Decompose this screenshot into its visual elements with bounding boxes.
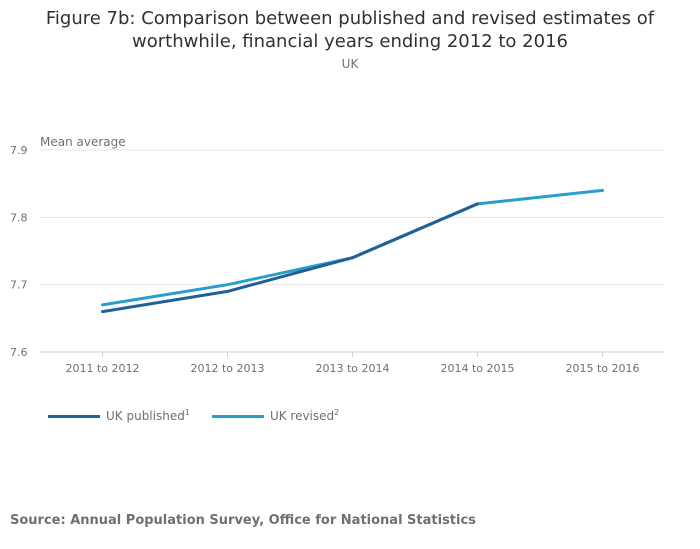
chart-title-line-2: worthwhile, financial years ending 2012 … <box>132 31 568 52</box>
legend-swatch-revised <box>211 414 264 418</box>
chart-title-line-1: Figure 7b: Comparison between published … <box>45 8 655 29</box>
legend-item-revised[interactable]: UK revised2 <box>211 408 340 423</box>
x-tick-label-4: 2015 to 2016 <box>565 362 639 375</box>
x-tick-label-1: 2012 to 2013 <box>190 362 264 375</box>
legend-footnote-published: 1 <box>184 408 190 417</box>
chart-subtitle: UK <box>341 57 359 71</box>
chart-title: Figure 7b: Comparison between published … <box>0 7 700 53</box>
y-tick-label-7.8: 7.8 <box>10 211 28 224</box>
y-tick-label-7.7: 7.7 <box>10 279 28 292</box>
series-line-uk-published <box>101 202 479 314</box>
x-tick-label-2: 2013 to 2014 <box>315 362 389 375</box>
legend-item-published[interactable]: UK published1 <box>48 409 190 423</box>
legend-label-published: UK published <box>106 409 185 423</box>
x-tick-label-3: 2014 to 2015 <box>440 362 514 375</box>
legend: UK published1 UK revised2 <box>48 409 361 423</box>
x-tick-label-0: 2011 to 2012 <box>65 362 139 375</box>
legend-footnote-revised: 2 <box>334 408 340 417</box>
source-note: Source: Annual Population Survey, Office… <box>10 513 476 528</box>
y-axis-label: Mean average <box>40 135 126 149</box>
legend-label-revised: UK revised <box>269 409 335 423</box>
series-line-uk-revised <box>101 188 604 307</box>
y-tick-label-7.6: 7.6 <box>10 346 28 359</box>
y-tick-label-7.9: 7.9 <box>10 144 28 157</box>
legend-swatch-published <box>48 414 100 418</box>
